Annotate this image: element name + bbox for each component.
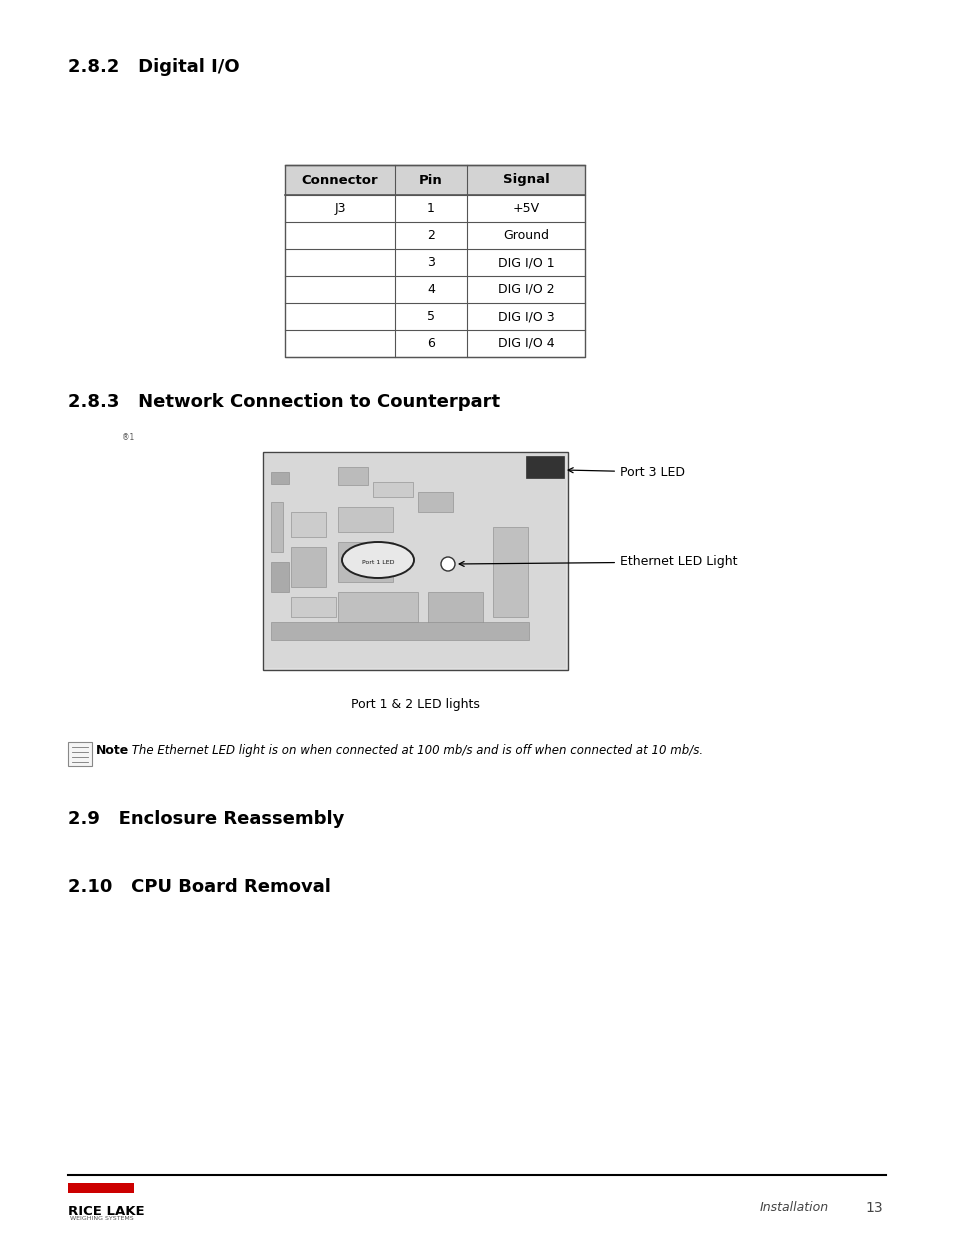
Bar (291, 547, 326, 587)
Text: DIG I/O 4: DIG I/O 4 (497, 337, 554, 350)
Bar (271, 622, 529, 640)
Text: 4: 4 (427, 283, 435, 296)
Text: 2.9   Enclosure Reassembly: 2.9 Enclosure Reassembly (68, 810, 344, 827)
Text: 6: 6 (427, 337, 435, 350)
Bar (285, 222, 584, 249)
Bar (263, 452, 567, 671)
Bar (271, 562, 289, 592)
Bar (291, 513, 326, 537)
Bar (428, 592, 482, 627)
Bar (417, 492, 453, 513)
Text: J3: J3 (334, 203, 345, 215)
Bar (285, 330, 584, 357)
Text: Signal: Signal (502, 173, 549, 186)
Text: 5: 5 (427, 310, 435, 324)
Bar (285, 165, 584, 195)
Bar (291, 597, 335, 618)
Text: 2.8.3   Network Connection to Counterpart: 2.8.3 Network Connection to Counterpart (68, 393, 499, 411)
Bar (285, 249, 584, 275)
Text: Installation: Installation (760, 1200, 828, 1214)
Text: 3: 3 (427, 256, 435, 269)
Text: +5V: +5V (512, 203, 539, 215)
Text: 2.10   CPU Board Removal: 2.10 CPU Board Removal (68, 878, 331, 897)
Bar (265, 454, 565, 668)
Bar (271, 501, 283, 552)
Bar (337, 508, 393, 532)
Text: 1: 1 (427, 203, 435, 215)
Text: DIG I/O 2: DIG I/O 2 (497, 283, 554, 296)
Text: Connector: Connector (301, 173, 378, 186)
Bar (525, 456, 563, 478)
Text: Port 1 & 2 LED lights: Port 1 & 2 LED lights (351, 698, 479, 711)
Bar (271, 472, 289, 484)
Text: 13: 13 (864, 1200, 882, 1215)
Text: Note: Note (96, 743, 129, 757)
Text: 2: 2 (427, 228, 435, 242)
Bar (68, 1183, 133, 1193)
Text: RICE LAKE: RICE LAKE (68, 1205, 145, 1218)
Text: WEIGHING SYSTEMS: WEIGHING SYSTEMS (70, 1216, 133, 1221)
Bar (285, 303, 584, 330)
Ellipse shape (341, 542, 414, 578)
Text: Ground: Ground (502, 228, 548, 242)
Bar (68, 742, 91, 766)
Bar (373, 482, 413, 496)
Bar (285, 195, 584, 222)
Bar (337, 592, 417, 622)
Text: Port 1 LED: Port 1 LED (361, 559, 394, 564)
Text: DIG I/O 1: DIG I/O 1 (497, 256, 554, 269)
Text: Pin: Pin (418, 173, 442, 186)
Text: Port 3 LED: Port 3 LED (568, 466, 684, 478)
Circle shape (440, 557, 455, 571)
Text: DIG I/O 3: DIG I/O 3 (497, 310, 554, 324)
Bar (337, 542, 393, 582)
Bar (285, 165, 584, 357)
Text: Ethernet LED Light: Ethernet LED Light (458, 556, 737, 568)
Text: 2.8.2   Digital I/O: 2.8.2 Digital I/O (68, 58, 239, 77)
Text: ®1: ®1 (122, 433, 134, 442)
Text: The Ethernet LED light is on when connected at 100 mb/s and is off when connecte: The Ethernet LED light is on when connec… (128, 743, 702, 757)
Bar (285, 275, 584, 303)
Bar (493, 527, 527, 618)
Bar (337, 467, 368, 485)
